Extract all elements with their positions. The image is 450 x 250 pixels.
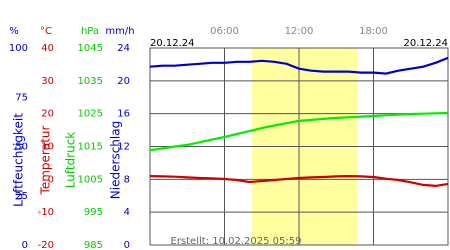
x-tick-label: 18:00 [359,26,388,37]
y-tick-label: 0 [48,174,54,185]
y-tick-label: 24 [117,43,130,54]
series-line [149,174,449,188]
axis-title: Luftdruck [64,132,78,189]
created-note: Erstellt: 10.02.2025 05:59 [171,236,302,247]
axis-title: Temperatur [39,125,53,195]
y-tick-label: 1015 [78,142,103,153]
y-tick-label: 1035 [78,76,103,87]
y-tick-label: 100 [9,43,28,54]
y-tick-label: 30 [41,76,54,87]
date-start: 20.12.24 [150,38,195,49]
y-tick-label: 0 [22,240,28,250]
y-tick-label: 995 [84,207,103,218]
y-tick-label: 4 [124,207,130,218]
y-tick-label: -10 [38,207,54,218]
axis-unit: mm/h [105,26,134,37]
plot-frame [149,47,449,246]
y-tick-label: 20 [117,76,130,87]
series-line [149,56,449,75]
axis-unit: % [9,26,19,37]
y-tick-label: -20 [38,240,54,250]
y-tick-label: 985 [84,240,103,250]
y-tick-label: 16 [117,109,130,120]
y-tick-label: 1025 [78,109,103,120]
y-tick-label: 40 [41,43,54,54]
y-tick-label: 10 [41,142,54,153]
y-tick-label: 1045 [78,43,103,54]
y-tick-label: 1005 [78,174,103,185]
axis-unit: °C [40,26,52,37]
axis-unit: hPa [81,26,99,37]
y-tick-label: 75 [15,92,28,103]
series-line [149,111,449,152]
y-tick-label: 0 [124,240,130,250]
axis-title: Niederschlag [109,121,123,199]
date-end: 20.12.24 [403,38,448,49]
y-tick-label: 12 [117,142,130,153]
y-tick-label: 50 [15,142,28,153]
y-tick-label: 8 [124,174,130,185]
y-tick-label: 25 [15,191,28,202]
x-tick-label: 06:00 [210,26,239,37]
y-tick-label: 20 [41,109,54,120]
x-tick-label: 12:00 [285,26,314,37]
axis-title: Luftfeuchtigkeit [12,113,26,207]
